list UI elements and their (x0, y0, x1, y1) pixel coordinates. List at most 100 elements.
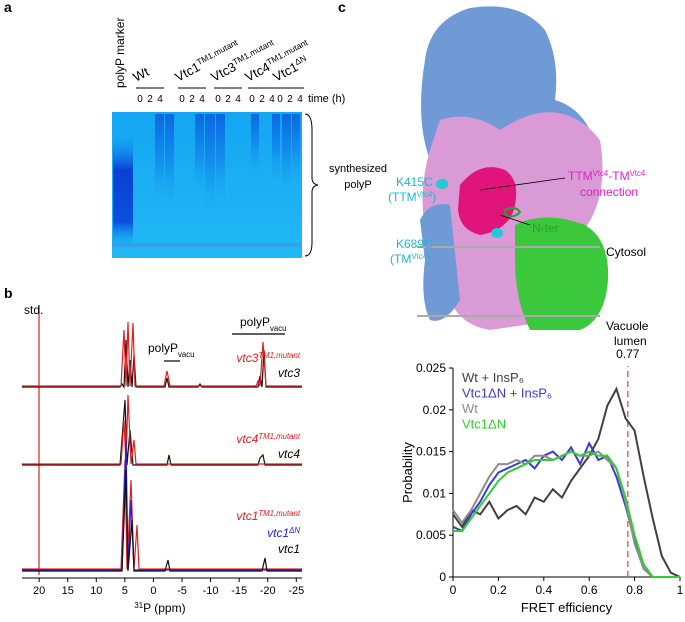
text-part: TTM (568, 169, 593, 183)
spectrum (22, 394, 302, 465)
compartment-label: Cytosol (606, 245, 646, 259)
spectrum-label: vtc3 (278, 366, 300, 380)
nter-label: N-ter (532, 221, 559, 235)
compartment-label: Vacuole (606, 319, 649, 333)
shape (458, 167, 517, 235)
text-part: K415C (396, 175, 433, 189)
spectrum-label: vtc1 (278, 542, 300, 556)
gel (112, 112, 319, 258)
spectrum-label: vtc4 (278, 447, 300, 461)
time-label: 2 (287, 94, 293, 105)
x-tick-label: 0 (450, 583, 457, 597)
legend-entry: Wt + InsP₆ (462, 370, 524, 385)
time-label: 4 (157, 94, 163, 105)
superscript: TM1,mutant (258, 432, 300, 441)
superscript: TM1,mutant (258, 509, 300, 518)
peak-label: polyPvacu (148, 341, 195, 359)
shape (499, 214, 531, 226)
panel-letter: c (338, 0, 346, 15)
text-part: vtc1 (267, 526, 289, 540)
bracket (304, 113, 319, 257)
x-axis-label: 31P (ppm) (134, 601, 185, 616)
panel-letter: b (4, 285, 13, 301)
superscript: ΔN (293, 53, 308, 67)
superscript: Vtc4 (411, 252, 427, 261)
y-tick-label: 0.01 (423, 486, 447, 500)
protein-structure (417, 6, 609, 330)
spectrum-label: vtc1ΔN (267, 526, 300, 541)
superscript: Vtc4 (417, 190, 433, 199)
shape (282, 114, 291, 194)
x-tick-label: -5 (177, 585, 187, 597)
shape (272, 114, 280, 184)
text-part: Cytosol (606, 245, 646, 259)
connection-label: connection (580, 185, 638, 199)
spectrum (22, 321, 302, 387)
x-axis-label: FRET efficiency (521, 600, 613, 615)
x-tick-label: 20 (33, 585, 45, 597)
time-label: 0 (215, 94, 221, 105)
x-tick-label: 0.2 (490, 583, 507, 597)
site-label: K689C (396, 237, 433, 251)
x-tick-label: 0.6 (581, 583, 598, 597)
legend-entry: Vtc1ΔN (462, 417, 506, 432)
x-tick-label: 5 (122, 585, 128, 597)
y-tick-label: 0.005 (416, 528, 446, 542)
y-axis-label: Probability (400, 442, 415, 503)
time-label: 2 (189, 94, 195, 105)
legend-entry: Wt (462, 401, 478, 416)
series-line (452, 386, 681, 578)
spectrum (22, 459, 302, 570)
text-part: vtc4 (236, 432, 258, 446)
x-tick-label: -25 (288, 585, 304, 597)
text-part: Wt (130, 64, 151, 85)
superscript: ΔN (288, 526, 300, 535)
text-part: vtc1 (236, 509, 258, 523)
shape (479, 177, 566, 191)
time-label: 0 (179, 94, 185, 105)
shape (420, 204, 460, 321)
legend-entry: Vtc1ΔN + InsP₆ (462, 386, 552, 401)
superscript: TM1,mutant (258, 351, 300, 360)
text-part: connection (580, 185, 638, 199)
gel-front (112, 243, 302, 247)
text-part: N-ter (532, 221, 559, 235)
shape (216, 114, 225, 204)
spectrum-label: vtc3TM1,mutant (236, 351, 300, 366)
time-label: 0 (137, 94, 143, 105)
text-part: ) (432, 190, 436, 204)
spectra (22, 305, 302, 575)
reference-label: 0.77 (616, 347, 640, 361)
text-part: vtc3 (278, 366, 300, 380)
text-part: polyP (148, 341, 178, 355)
connection-label: TTMVtc4-TMVtc4 (568, 169, 646, 184)
peak-label: polyPvacu (240, 315, 287, 333)
bracket-label: synthesized (329, 163, 387, 175)
y-tick-label: 0.02 (423, 403, 447, 417)
x-tick-label: -15 (231, 585, 247, 597)
site-label: (TMVtc4) (390, 252, 431, 267)
y-tick-label: 0.015 (416, 445, 446, 459)
text-part: vtc4 (278, 447, 300, 461)
shape (292, 114, 300, 184)
text-part: polyP (240, 315, 270, 329)
series-line (453, 450, 680, 578)
shape (503, 206, 522, 218)
shape (155, 114, 164, 204)
time-label: 4 (235, 94, 241, 105)
superscript: Vtc4 (630, 169, 646, 178)
text-part: vtc1 (278, 542, 300, 556)
time-label: 2 (147, 94, 153, 105)
x-tick-label: -10 (203, 585, 219, 597)
time-label: 2 (225, 94, 231, 105)
text-part: lumen (614, 334, 647, 348)
panel-letter: a (4, 0, 12, 15)
text-part: P (ppm) (143, 601, 185, 615)
text-part: (TTM (388, 190, 417, 204)
x-tick-label: 0.4 (535, 583, 552, 597)
group-label: Wt (130, 64, 151, 85)
time-label: 4 (297, 94, 303, 105)
x-tick-label: 1 (677, 583, 684, 597)
